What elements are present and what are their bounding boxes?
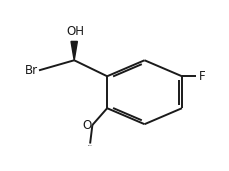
Text: F: F <box>198 70 204 83</box>
Polygon shape <box>71 41 77 60</box>
Text: Br: Br <box>25 64 38 77</box>
Text: methyl: methyl <box>87 144 92 146</box>
Text: OH: OH <box>66 25 84 38</box>
Text: O: O <box>82 119 91 131</box>
